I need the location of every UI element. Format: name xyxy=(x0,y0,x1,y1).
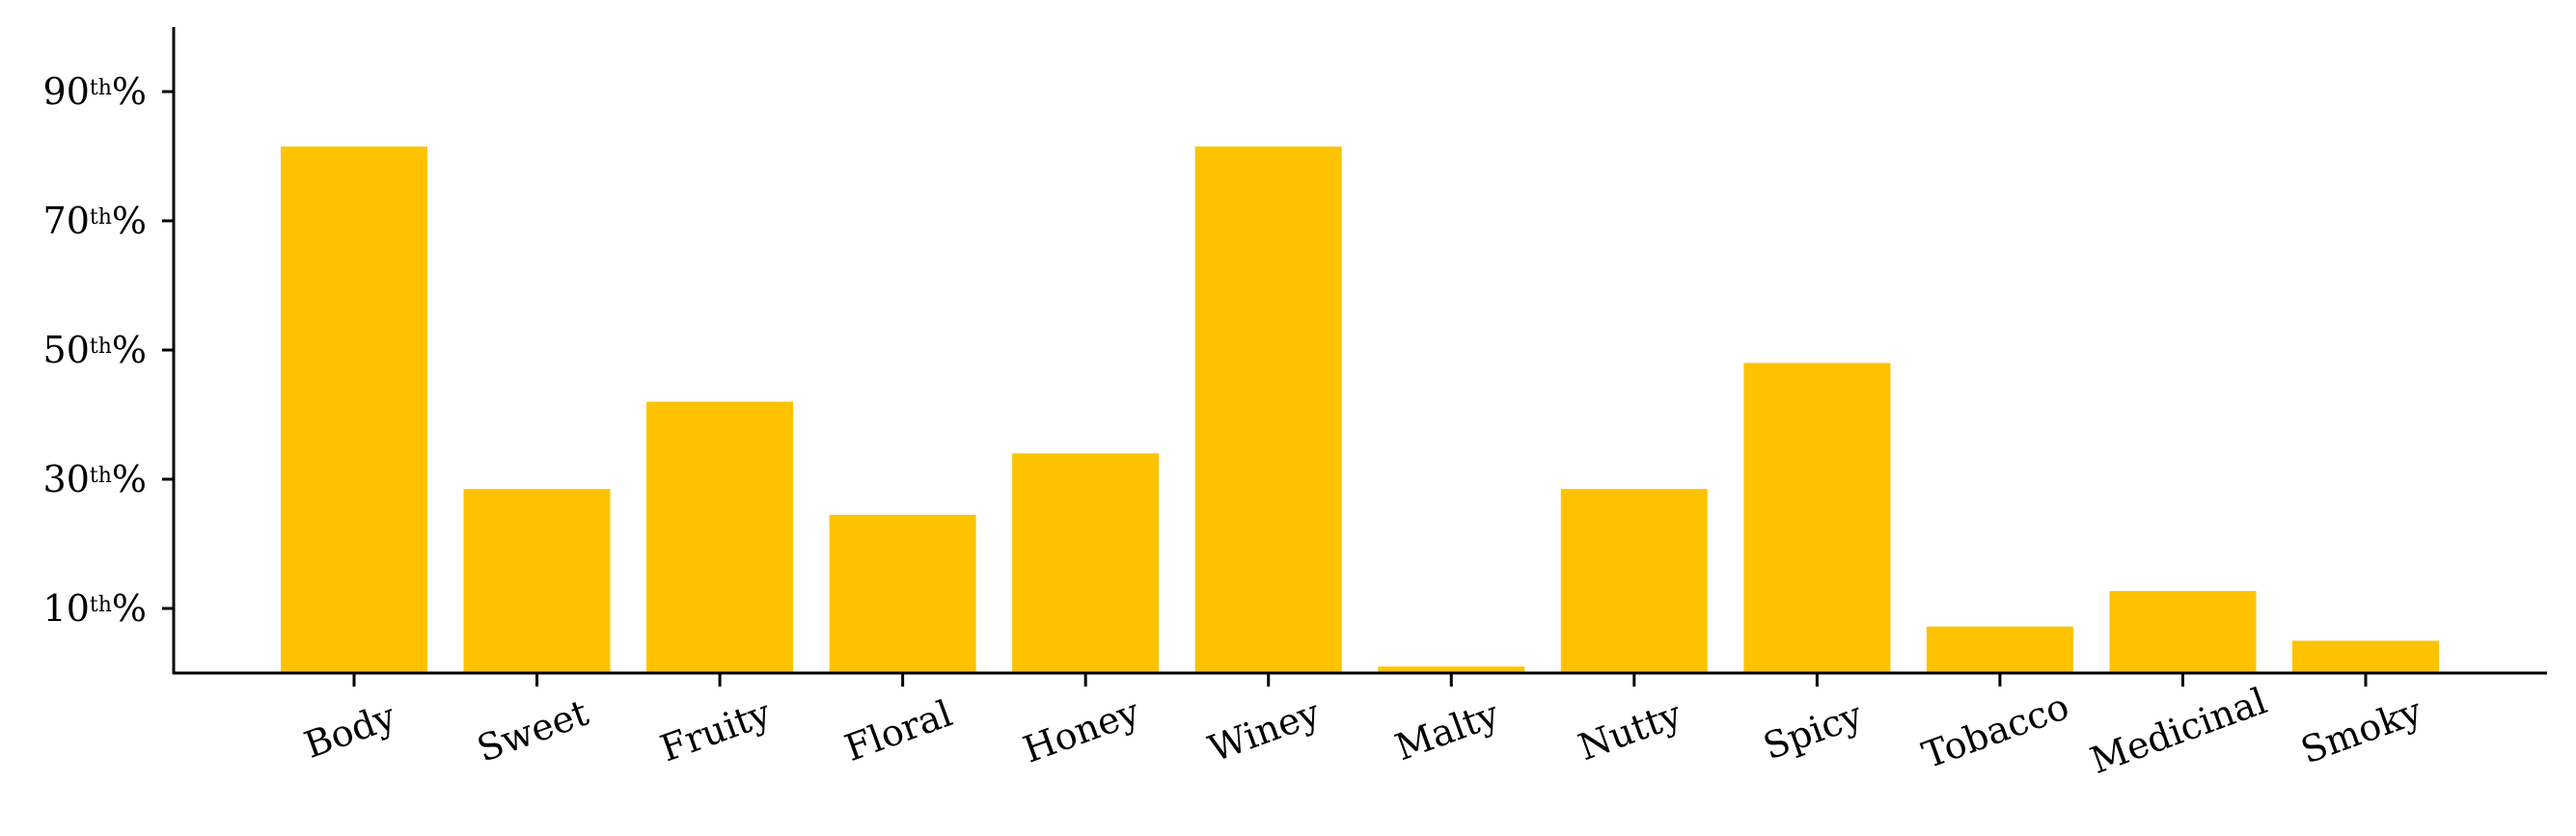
bar-fruity xyxy=(646,401,794,673)
bar-tobacco xyxy=(1926,626,2073,673)
bar-smoky xyxy=(2292,640,2439,673)
bar-medicinal xyxy=(2109,590,2257,673)
y-tick-label-70: 70th% xyxy=(43,200,147,242)
x-tick-label-floral: Floral xyxy=(839,692,958,769)
x-tick-label-smoky: Smoky xyxy=(2295,689,2427,772)
x-tick-label-body: Body xyxy=(299,694,401,767)
bars-layer xyxy=(281,147,2439,673)
x-tick-label-fruity: Fruity xyxy=(655,691,777,770)
x-tick-label-honey: Honey xyxy=(1018,690,1145,771)
bar-spicy xyxy=(1743,363,1891,673)
y-tick-label-30: 30th% xyxy=(43,458,147,500)
bar-winey xyxy=(1194,147,1342,673)
x-tick-label-malty: Malty xyxy=(1389,692,1504,769)
y-tick-label-50: 50th% xyxy=(43,329,147,371)
bar-malty xyxy=(1378,666,1525,673)
bar-floral xyxy=(829,514,976,673)
x-tick-label-spicy: Spicy xyxy=(1758,693,1868,769)
bar-sweet xyxy=(463,489,611,673)
x-tick-label-winey: Winey xyxy=(1203,691,1326,770)
bar-honey xyxy=(1012,453,1160,673)
y-tick-label-10: 10th% xyxy=(43,587,147,630)
x-tick-label-medicinal: Medicinal xyxy=(2085,680,2272,783)
bar-body xyxy=(281,147,427,673)
x-tick-label-sweet: Sweet xyxy=(472,691,594,770)
x-tick-label-nutty: Nutty xyxy=(1573,692,1687,769)
y-tick-label-90: 90th% xyxy=(43,70,147,113)
axes-layer xyxy=(162,27,2547,687)
x-tick-label-tobacco: Tobacco xyxy=(1917,685,2074,776)
bar-nutty xyxy=(1560,489,1708,673)
